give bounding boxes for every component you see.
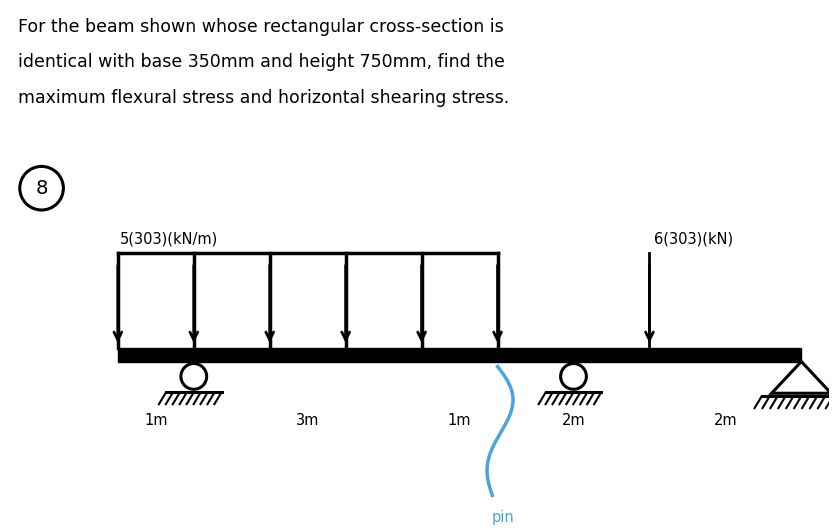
- Text: pin: pin: [491, 510, 514, 525]
- Text: 6(303)(kN): 6(303)(kN): [655, 232, 734, 247]
- Text: 5(303)(kN/m): 5(303)(kN/m): [120, 232, 218, 247]
- Text: 8: 8: [35, 178, 47, 197]
- Text: 3m: 3m: [296, 413, 319, 428]
- Text: 1m: 1m: [144, 413, 167, 428]
- Bar: [117, 347, 801, 362]
- Text: For the beam shown whose rectangular cross-section is: For the beam shown whose rectangular cro…: [17, 18, 504, 36]
- Text: identical with base 350mm and height 750mm, find the: identical with base 350mm and height 750…: [17, 53, 505, 71]
- Text: 2m: 2m: [714, 413, 737, 428]
- Circle shape: [492, 350, 502, 360]
- Text: 1m: 1m: [448, 413, 471, 428]
- Text: maximum flexural stress and horizontal shearing stress.: maximum flexural stress and horizontal s…: [17, 89, 509, 107]
- Text: 2m: 2m: [561, 413, 586, 428]
